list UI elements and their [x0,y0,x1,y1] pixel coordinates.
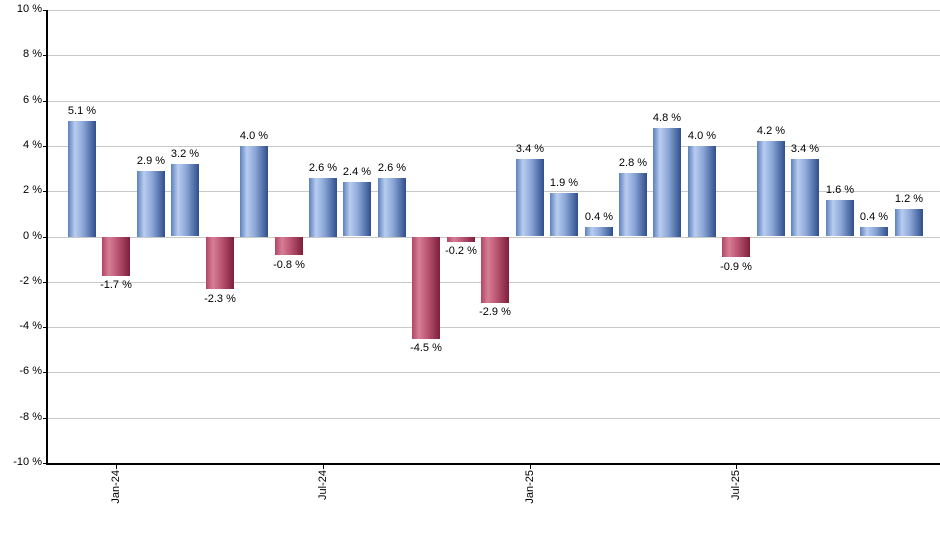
bar-value-label: 1.6 % [825,184,855,196]
gridline [48,418,940,419]
bar-value-label: -0.9 % [720,261,752,273]
bar-value-label: 3.4 % [790,143,820,155]
bar-value-label: 5.1 % [67,105,97,117]
bar [102,237,130,276]
bar-value-label: 4.2 % [756,125,786,137]
y-axis-line [46,10,48,465]
x-tick-label: Jul-24 [317,470,329,500]
gridline [48,372,940,373]
bar [688,146,716,237]
bar [860,227,888,236]
bar-value-label: 1.9 % [549,177,579,189]
x-tick [736,464,737,469]
bar [343,182,371,236]
bar-value-label: 2.8 % [618,157,648,169]
bar [653,128,681,237]
x-tick-label: Jul-25 [730,470,742,500]
gridline [48,55,940,56]
bar-value-label: 2.6 % [308,162,338,174]
bar-value-label: 3.4 % [515,143,545,155]
bar [757,141,785,236]
gridline [48,10,940,11]
x-tick-label: Jan-24 [110,470,122,504]
bar [447,237,475,242]
bar [481,237,509,303]
y-tick [43,10,48,11]
y-tick [43,146,48,147]
bar [275,237,303,255]
gridline [48,146,940,147]
y-tick-label: 8 % [23,48,42,60]
bar [412,237,440,339]
bar-value-label: 0.4 % [584,211,614,223]
bar [309,178,337,237]
x-axis-line [46,463,940,465]
y-tick [43,101,48,102]
y-tick [43,191,48,192]
bar [550,193,578,236]
y-tick [43,463,48,464]
y-tick-label: 0 % [23,230,42,242]
x-tick-label: Jan-25 [524,470,536,504]
bar [585,227,613,236]
bar-value-label: 2.6 % [377,162,407,174]
bar [826,200,854,236]
y-tick [43,282,48,283]
bar [895,209,923,236]
bar [722,237,750,257]
bar-value-label: 2.9 % [136,155,166,167]
y-tick [43,418,48,419]
y-tick [43,372,48,373]
y-tick [43,55,48,56]
bar-value-label: 3.2 % [170,148,200,160]
bar [68,121,96,237]
bar-value-label: -1.7 % [100,279,132,291]
bar [791,159,819,236]
bar [206,237,234,289]
y-tick-label: -4 % [19,320,42,332]
gridline [48,327,940,328]
x-tick [530,464,531,469]
bar-value-label: 0.4 % [859,211,889,223]
bar-value-label: -4.5 % [410,342,442,354]
y-tick [43,327,48,328]
y-tick-label: -10 % [13,456,42,468]
bar [619,173,647,236]
bar [516,159,544,236]
bar-value-label: 4.8 % [652,112,682,124]
bar-value-label: -2.3 % [204,293,236,305]
bar [240,146,268,237]
bar-value-label: 4.0 % [239,130,269,142]
y-tick-label: -6 % [19,365,42,377]
y-tick-label: -8 % [19,411,42,423]
gridline [48,191,940,192]
y-tick-label: 2 % [23,184,42,196]
y-tick [43,237,48,238]
x-tick [323,464,324,469]
gridline [48,101,940,102]
bar [378,178,406,237]
y-tick-label: -2 % [19,275,42,287]
y-tick-label: 10 % [16,3,42,15]
bar [171,164,199,236]
bar-value-label: 4.0 % [687,130,717,142]
bar-value-label: -0.8 % [273,259,305,271]
bar-value-label: 1.2 % [894,193,924,205]
y-tick-label: 6 % [23,94,42,106]
bar-value-label: -2.9 % [479,306,511,318]
bar-value-label: -0.2 % [445,245,477,257]
y-tick-label: 4 % [23,139,42,151]
x-tick [116,464,117,469]
bar [137,171,165,237]
bar-value-label: 2.4 % [342,166,372,178]
